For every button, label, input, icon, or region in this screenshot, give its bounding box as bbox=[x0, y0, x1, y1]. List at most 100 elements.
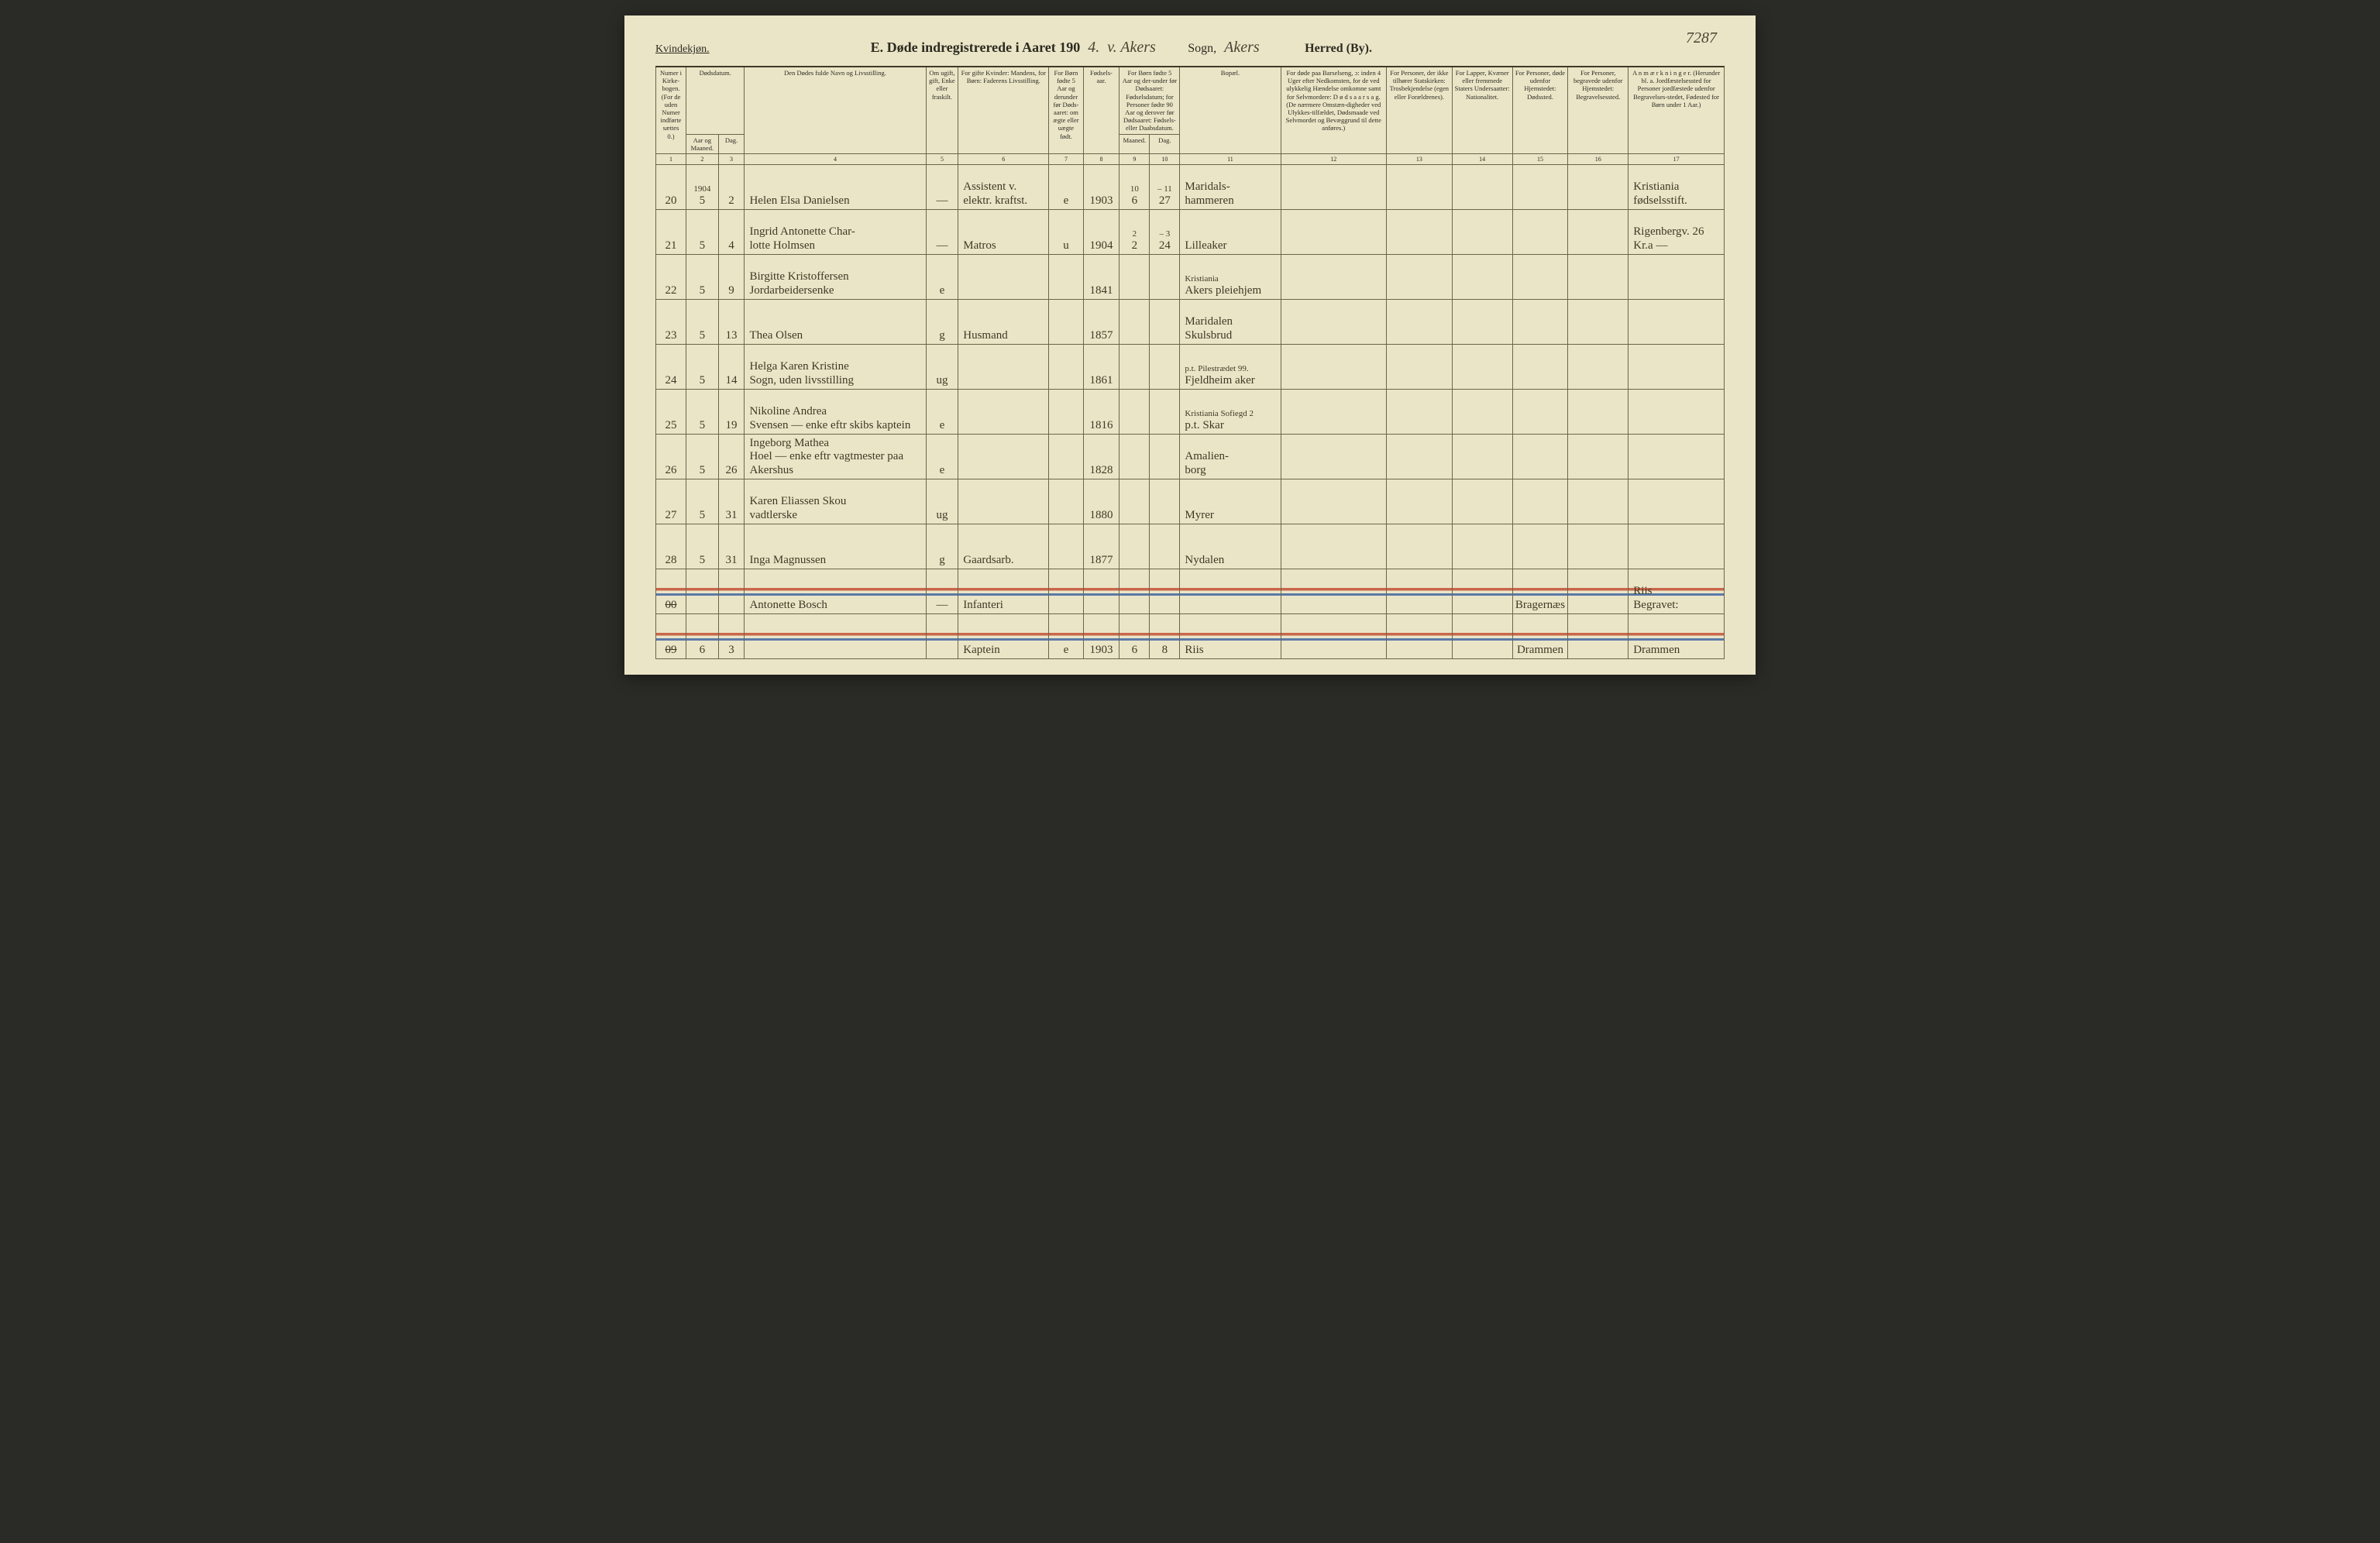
death-year-month: 5 bbox=[686, 344, 719, 389]
legitimacy: e bbox=[1049, 613, 1083, 658]
name-cell: Thea Olsen bbox=[745, 299, 926, 344]
page-header: Kvindekjøn. E. Døde indregistrerede i Aa… bbox=[655, 39, 1725, 57]
colnum: 9 bbox=[1119, 153, 1150, 164]
occupation-cell bbox=[958, 479, 1049, 524]
legitimacy bbox=[1049, 569, 1083, 613]
death-day: 9 bbox=[718, 254, 745, 299]
birth-month: 106 bbox=[1119, 164, 1150, 209]
colnum: 2 bbox=[686, 153, 719, 164]
death-place-cell bbox=[1512, 299, 1568, 344]
cause-cell bbox=[1281, 524, 1387, 569]
cause-cell bbox=[1281, 299, 1387, 344]
occupation-cell: Matros bbox=[958, 209, 1049, 254]
death-place-cell bbox=[1512, 209, 1568, 254]
col-14-header: For Lapper, Kvæner eller fremmede Stater… bbox=[1452, 67, 1512, 153]
occupation-cell: Infanteri bbox=[958, 569, 1049, 613]
death-year-month: 6 bbox=[686, 613, 719, 658]
cause-cell bbox=[1281, 164, 1387, 209]
col-1-header: Numer i Kirke-bogen. (For de uden Numer … bbox=[656, 67, 686, 153]
burial-place-cell bbox=[1568, 479, 1629, 524]
colnum: 6 bbox=[958, 153, 1049, 164]
death-year-month: 5 bbox=[686, 524, 719, 569]
entry-number: 22 bbox=[656, 254, 686, 299]
legitimacy bbox=[1049, 344, 1083, 389]
header-row-1: Numer i Kirke-bogen. (For de uden Numer … bbox=[656, 67, 1725, 134]
marital-status: — bbox=[926, 209, 958, 254]
residence-cell: p.t. Pilestrædet 99.Fjeldheim aker bbox=[1180, 344, 1281, 389]
marital-status: — bbox=[926, 164, 958, 209]
death-place-cell bbox=[1512, 524, 1568, 569]
nationality-cell bbox=[1452, 254, 1512, 299]
death-year-month: 5 bbox=[686, 209, 719, 254]
birth-day bbox=[1150, 524, 1180, 569]
confession-cell bbox=[1387, 164, 1453, 209]
residence-cell: MaridalenSkulsbrud bbox=[1180, 299, 1281, 344]
table-row: 27531Karen Eliassen Skouvadtlerskeug1880… bbox=[656, 479, 1725, 524]
death-year-month: 5 bbox=[686, 479, 719, 524]
death-day: 14 bbox=[718, 344, 745, 389]
marital-status: ug bbox=[926, 479, 958, 524]
legitimacy bbox=[1049, 434, 1083, 479]
residence-cell: Kristiania Sofiegd 2p.t. Skar bbox=[1180, 389, 1281, 434]
colnum: 13 bbox=[1387, 153, 1453, 164]
nationality-cell bbox=[1452, 479, 1512, 524]
residence-cell: Lilleaker bbox=[1180, 209, 1281, 254]
birth-year: 1903 bbox=[1083, 613, 1119, 658]
confession-cell bbox=[1387, 254, 1453, 299]
birth-month: 22 bbox=[1119, 209, 1150, 254]
death-register-table: Numer i Kirke-bogen. (For de uden Numer … bbox=[655, 66, 1725, 659]
birth-year: 1857 bbox=[1083, 299, 1119, 344]
burial-place-cell bbox=[1568, 209, 1629, 254]
colnum: 11 bbox=[1180, 153, 1281, 164]
nationality-cell bbox=[1452, 344, 1512, 389]
name-cell: Inga Magnussen bbox=[745, 524, 926, 569]
death-place-cell bbox=[1512, 479, 1568, 524]
death-year-month: 5 bbox=[686, 434, 719, 479]
name-cell: Birgitte KristoffersenJordarbeidersenke bbox=[745, 254, 926, 299]
confession-cell bbox=[1387, 299, 1453, 344]
death-day: 2 bbox=[718, 164, 745, 209]
name-cell: Helga Karen KristineSogn, uden livsstill… bbox=[745, 344, 926, 389]
nationality-cell bbox=[1452, 299, 1512, 344]
col-4-header: Den Dødes fulde Navn og Livsstilling. bbox=[745, 67, 926, 153]
birth-day bbox=[1150, 299, 1180, 344]
marital-status: e bbox=[926, 434, 958, 479]
column-number-row: 1 2 3 4 5 6 7 8 9 10 11 12 13 14 15 16 1… bbox=[656, 153, 1725, 164]
cause-cell bbox=[1281, 254, 1387, 299]
occupation-cell: Kaptein bbox=[958, 613, 1049, 658]
marital-status: ug bbox=[926, 344, 958, 389]
col-5-header: Om ugift, gift, Enke eller fraskilt. bbox=[926, 67, 958, 153]
birth-year: 1903 bbox=[1083, 164, 1119, 209]
remarks-cell: Drammen bbox=[1629, 613, 1725, 658]
birth-day: 8 bbox=[1150, 613, 1180, 658]
birth-month bbox=[1119, 479, 1150, 524]
birth-day: – 1127 bbox=[1150, 164, 1180, 209]
birth-month bbox=[1119, 569, 1150, 613]
death-place-cell: Drammen bbox=[1512, 613, 1568, 658]
colnum: 17 bbox=[1629, 153, 1725, 164]
burial-place-cell bbox=[1568, 434, 1629, 479]
cause-cell bbox=[1281, 389, 1387, 434]
birth-year: 1880 bbox=[1083, 479, 1119, 524]
birth-year: 1861 bbox=[1083, 344, 1119, 389]
sogn-handwritten: v. Akers bbox=[1107, 39, 1177, 57]
table-row: 26526Ingeborg MatheaHoel — enke eftr vag… bbox=[656, 434, 1725, 479]
entry-number: 23 bbox=[656, 299, 686, 344]
cause-cell bbox=[1281, 434, 1387, 479]
birth-day bbox=[1150, 434, 1180, 479]
entry-number: 09 bbox=[656, 613, 686, 658]
marital-status: g bbox=[926, 524, 958, 569]
remarks-cell bbox=[1629, 479, 1725, 524]
birth-day: – 324 bbox=[1150, 209, 1180, 254]
col-2-3-group-header: Dødsdatum. bbox=[686, 67, 745, 134]
table-body: 20190452Helen Elsa Danielsen—Assistent v… bbox=[656, 164, 1725, 658]
table-row: 2259Birgitte KristoffersenJordarbeiderse… bbox=[656, 254, 1725, 299]
residence-cell bbox=[1180, 569, 1281, 613]
remarks-cell bbox=[1629, 299, 1725, 344]
occupation-cell bbox=[958, 254, 1049, 299]
marital-status: e bbox=[926, 389, 958, 434]
burial-place-cell bbox=[1568, 344, 1629, 389]
entry-number: 24 bbox=[656, 344, 686, 389]
legitimacy bbox=[1049, 389, 1083, 434]
death-day: 31 bbox=[718, 524, 745, 569]
